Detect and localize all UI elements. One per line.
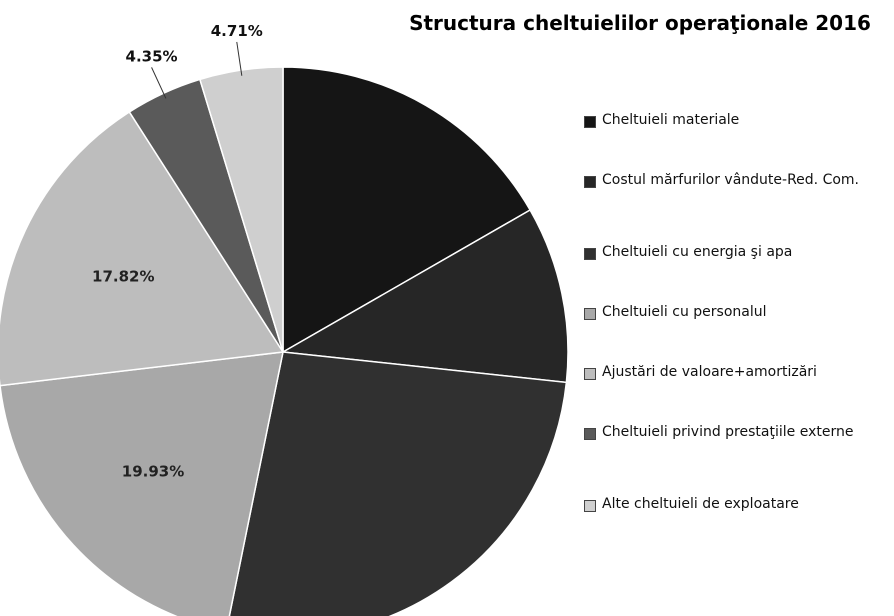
data-label: 19.93% [122,463,184,481]
leader-line [236,41,243,76]
legend-label: Cheltuieli cu energia şi apa [602,244,793,260]
legend-item: Costul mărfurilor vândute-Red. Com. [584,172,884,244]
legend-swatch [584,308,596,320]
legend-swatch [584,500,596,512]
legend-swatch [584,368,596,380]
pie-slice [280,208,569,384]
legend-swatch [584,248,596,260]
legend-swatch [584,116,596,128]
legend-item: Cheltuieli cu energia şi apa [584,244,884,304]
legend-label: Costul mărfurilor vândute-Red. Com. [602,172,859,188]
leader-line [151,67,167,99]
legend-label: Cheltuieli materiale [602,112,740,128]
legend-item: Cheltuieli privind prestaţiile externe [584,424,884,496]
legend-item: Cheltuieli materiale [584,112,884,172]
legend-label: Cheltuieli cu personalul [602,304,767,320]
pie-slice [0,110,285,387]
legend-item: Alte cheltuieli de exploatare [584,496,884,556]
legend-swatch [584,428,596,440]
pie-slice [282,66,532,354]
chart-title: Structura cheltuielilor operaţionale 201… [409,11,871,35]
pie-slice [0,351,284,616]
legend-label: Cheltuieli privind prestaţiile externe [602,424,854,440]
legend-label: Alte cheltuieli de exploatare [602,496,799,512]
data-label: 17.82% [92,267,154,285]
legend-label: Ajustări de valoare+amortizări [602,364,817,380]
legend-item: Ajustări de valoare+amortizări [584,364,884,424]
pie-slice [228,351,568,616]
data-label: 4.71% [211,22,263,40]
legend: Cheltuieli materiale Costul mărfurilor vâ… [584,112,884,556]
legend-item: Cheltuieli cu personalul [584,304,884,364]
legend-swatch [584,176,596,188]
data-label: 4.35% [126,47,178,65]
